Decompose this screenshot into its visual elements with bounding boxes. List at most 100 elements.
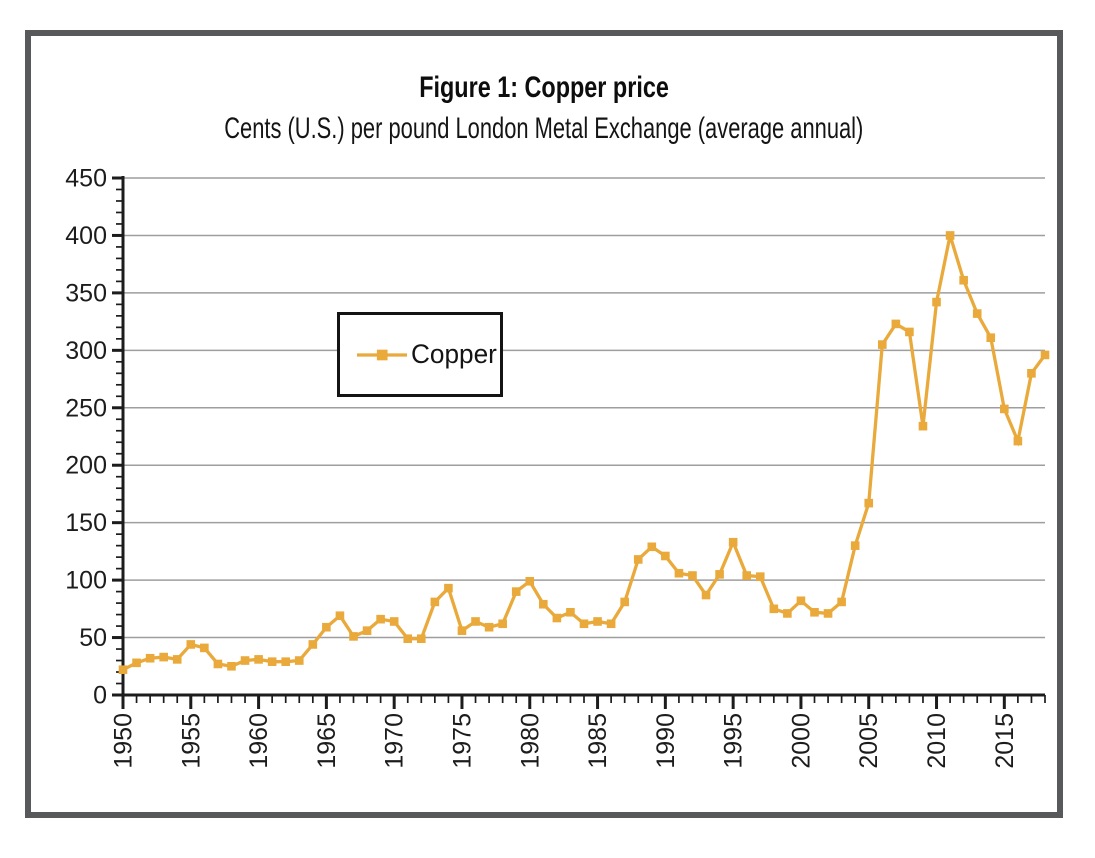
copper-data-point-1993 <box>701 590 711 600</box>
copper-data-point-2003 <box>837 597 846 607</box>
copper-data-point-1997 <box>755 572 765 581</box>
copper-data-point-1953 <box>159 652 168 662</box>
copper-data-point-1969 <box>376 614 385 624</box>
x-tick-label-1970: 1970 <box>381 713 409 769</box>
x-tick-label-2005: 2005 <box>855 713 883 769</box>
copper-data-point-1973 <box>430 597 440 607</box>
chart-title-text: Figure 1: Copper price <box>419 71 669 104</box>
copper-data-point-1962 <box>281 657 291 666</box>
y-tick-label-400: 400 <box>65 222 107 250</box>
copper-data-point-1958 <box>227 661 236 671</box>
copper-data-point-1950 <box>118 665 128 675</box>
y-tick-label-50: 50 <box>79 624 107 652</box>
copper-legend-marker-icon <box>357 349 408 360</box>
copper-data-point-1955 <box>186 640 196 649</box>
copper-data-point-2012 <box>959 275 968 285</box>
copper-data-point-1959 <box>240 656 250 665</box>
copper-data-point-2005 <box>864 498 874 508</box>
x-tick-label-1955: 1955 <box>177 713 205 769</box>
copper-data-point-2009 <box>918 421 928 431</box>
x-tick-label-1975: 1975 <box>448 713 476 769</box>
copper-data-point-1956 <box>200 643 209 653</box>
y-tick-label-450: 450 <box>65 165 107 193</box>
y-tick-label-100: 100 <box>65 567 107 595</box>
copper-data-point-2000 <box>796 596 806 606</box>
copper-data-point-1986 <box>606 619 616 629</box>
x-tick-label-2015: 2015 <box>991 713 1019 769</box>
y-tick-label-200: 200 <box>65 452 107 480</box>
x-tick-label-1965: 1965 <box>313 713 341 769</box>
chart-subtitle-text: Cents (U.S.) per pound London Metal Exch… <box>224 112 864 145</box>
copper-data-point-1976 <box>471 617 480 626</box>
copper-data-point-2018 <box>1040 350 1050 360</box>
copper-data-point-1991 <box>674 568 684 578</box>
copper-data-point-2011 <box>945 231 955 240</box>
copper-data-point-1995 <box>728 537 738 547</box>
copper-data-point-2017 <box>1027 369 1036 378</box>
chart-title: Figure 1: Copper price <box>25 71 1063 105</box>
copper-data-point-1985 <box>593 617 602 626</box>
x-tick-label-1960: 1960 <box>245 713 273 769</box>
chart-legend: Copper <box>337 312 503 397</box>
copper-data-point-1963 <box>294 656 304 665</box>
copper-data-point-1994 <box>715 570 724 579</box>
copper-data-point-2016 <box>1013 436 1023 446</box>
copper-data-point-1996 <box>742 571 752 580</box>
copper-data-point-1979 <box>511 587 521 596</box>
copper-data-point-1998 <box>769 604 779 614</box>
copper-data-point-2004 <box>850 541 860 550</box>
copper-data-point-1966 <box>335 611 345 621</box>
copper-data-point-1990 <box>661 551 670 561</box>
x-tick-label-1995: 1995 <box>720 713 748 769</box>
x-tick-label-1990: 1990 <box>652 713 680 769</box>
copper-data-point-1951 <box>132 658 141 668</box>
x-tick-label-1980: 1980 <box>516 713 544 769</box>
copper-price-line <box>122 234 1047 672</box>
y-tick-label-250: 250 <box>65 394 107 422</box>
legend-square-marker <box>376 349 388 360</box>
copper-data-point-1999 <box>783 609 792 618</box>
y-tick-label-0: 0 <box>93 682 107 710</box>
copper-data-point-1957 <box>213 659 223 669</box>
legend-label-copper: Copper <box>411 339 498 369</box>
copper-data-point-1984 <box>579 619 589 629</box>
x-tick-label-2000: 2000 <box>787 713 815 769</box>
copper-data-point-2007 <box>891 319 901 329</box>
y-tick-label-150: 150 <box>65 509 107 537</box>
chart-subtitle: Cents (U.S.) per pound London Metal Exch… <box>25 112 1063 146</box>
figure-frame <box>25 30 1063 818</box>
copper-data-point-1988 <box>633 555 643 564</box>
copper-data-point-1954 <box>172 655 182 664</box>
copper-data-point-2014 <box>986 333 996 342</box>
copper-data-point-1961 <box>267 657 277 666</box>
copper-data-point-1983 <box>566 607 575 617</box>
copper-data-point-2008 <box>905 327 914 337</box>
copper-data-point-1965 <box>322 622 331 632</box>
copper-data-point-1989 <box>647 542 657 552</box>
copper-data-point-2015 <box>1000 404 1009 414</box>
copper-data-point-1974 <box>444 583 453 593</box>
copper-data-point-1977 <box>484 622 494 632</box>
copper-data-point-1971 <box>403 634 413 644</box>
copper-data-point-1970 <box>389 617 399 626</box>
copper-data-point-2006 <box>877 340 887 349</box>
copper-data-point-1967 <box>349 632 358 641</box>
copper-data-point-1978 <box>498 619 507 629</box>
x-tick-label-2010: 2010 <box>923 713 951 769</box>
copper-data-point-1980 <box>525 576 535 586</box>
copper-data-point-1972 <box>416 634 426 644</box>
copper-data-point-1968 <box>362 626 372 635</box>
copper-data-point-2002 <box>823 609 833 618</box>
copper-data-point-1981 <box>539 599 548 609</box>
copper-data-point-1987 <box>620 597 629 607</box>
copper-data-point-1960 <box>254 655 263 664</box>
y-tick-label-300: 300 <box>65 337 107 365</box>
copper-data-point-1964 <box>308 640 318 649</box>
copper-data-point-1952 <box>145 653 155 663</box>
copper-data-point-2010 <box>932 297 941 307</box>
x-tick-label-1985: 1985 <box>584 713 612 769</box>
copper-data-point-1975 <box>457 626 467 635</box>
copper-data-point-2001 <box>810 607 819 617</box>
